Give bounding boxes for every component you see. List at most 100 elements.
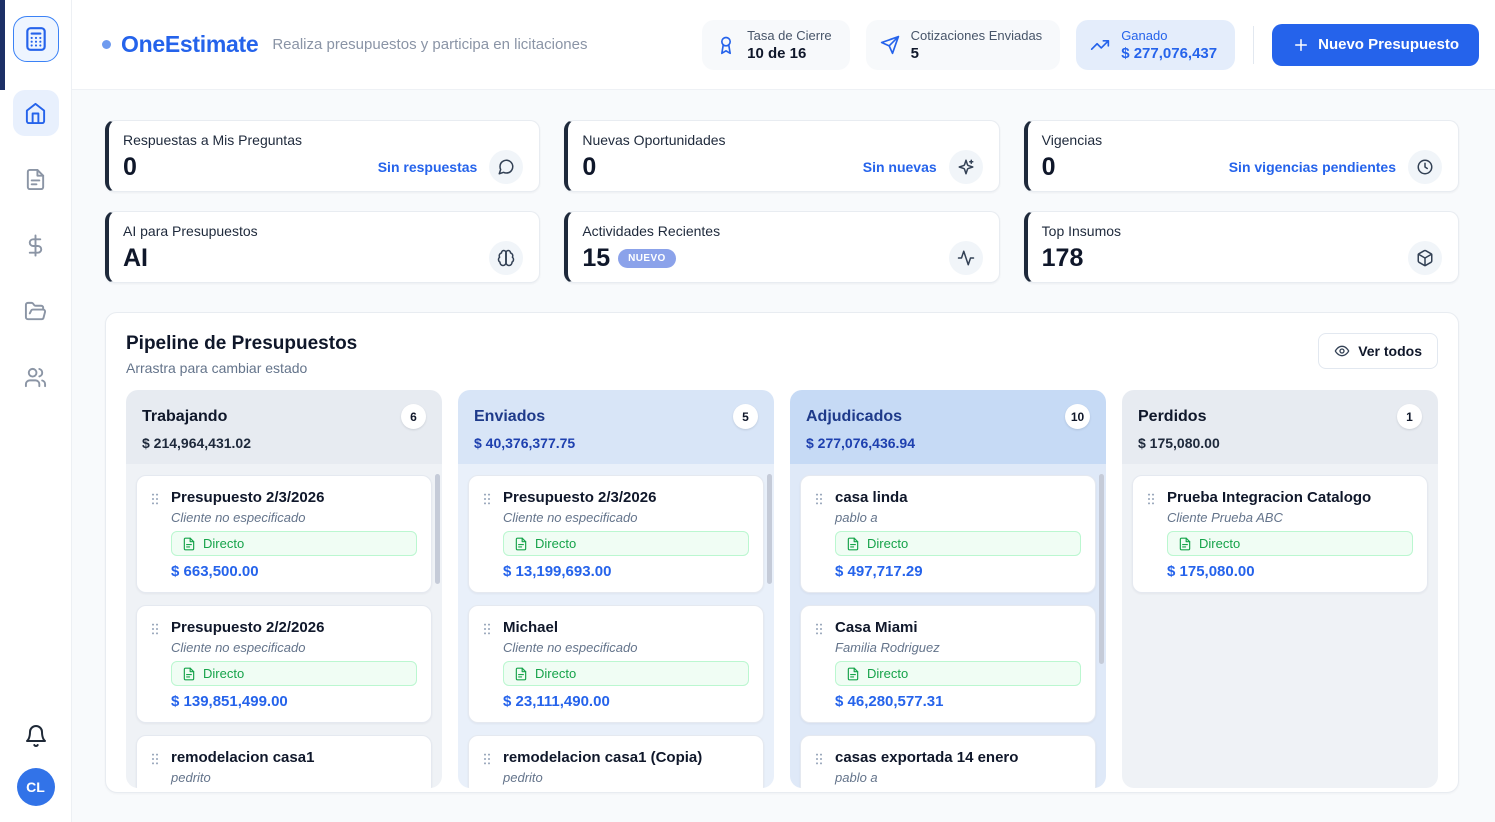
summary-link[interactable]: Sin vigencias pendientes: [1228, 159, 1396, 175]
card-client: pedrito: [171, 770, 211, 785]
avatar[interactable]: CL: [16, 768, 55, 806]
channel-label: Directo: [867, 666, 909, 681]
clock-icon: [1417, 159, 1433, 175]
card-amount: $ 175,080.00: [1167, 563, 1255, 580]
column-total: $ 175,080.00: [1138, 435, 1220, 451]
clock-button[interactable]: [1408, 150, 1442, 184]
sidebar-item-folder[interactable]: [13, 288, 59, 334]
grip-icon: [816, 493, 822, 505]
column-name: Trabajando: [142, 407, 228, 425]
card-amount: $ 663,500.00: [171, 563, 259, 580]
column-scrollbar[interactable]: [435, 474, 440, 584]
drag-handle[interactable]: [811, 751, 827, 788]
drag-handle[interactable]: [147, 491, 163, 580]
eye-icon: [1334, 343, 1350, 359]
card-amount: $ 13,199,693.00: [503, 563, 612, 580]
new-budget-button[interactable]: Nuevo Presupuesto: [1272, 23, 1479, 66]
drag-handle[interactable]: [479, 621, 495, 710]
column-scrollbar[interactable]: [767, 474, 772, 584]
drag-handle[interactable]: [147, 751, 163, 788]
app-logo[interactable]: [12, 16, 59, 62]
summary-link[interactable]: Sin nuevas: [862, 159, 937, 175]
card-client: pablo a: [835, 770, 878, 785]
pipeline-card[interactable]: Michael Cliente no especificado Directo $ 2…: [468, 605, 764, 723]
view-all-label: Ver todos: [1358, 343, 1422, 359]
pipeline-card[interactable]: Presupuesto 2/2/2026 Cliente no especific…: [136, 605, 432, 723]
summary-card: Respuestas a Mis Preguntas 0 Sin respuesta…: [105, 120, 541, 192]
card-title: Casa Miami: [835, 619, 918, 636]
pipeline-card[interactable]: Presupuesto 2/3/2026 Cliente no especific…: [468, 475, 764, 593]
pipeline-card[interactable]: Casa Miami Familia Rodriguez Directo $ 46,2…: [800, 605, 1096, 723]
chat-button[interactable]: [489, 150, 524, 184]
sidebar-item-home[interactable]: [12, 90, 59, 136]
sidebar-nav: [12, 90, 59, 400]
grip-icon: [152, 753, 158, 765]
column-body: Presupuesto 2/3/2026 Cliente no especific…: [126, 464, 442, 788]
drag-handle[interactable]: [811, 491, 827, 580]
pipeline-panel: Pipeline de Presupuestos Arrastra para c…: [105, 312, 1459, 793]
file-icon: [183, 667, 195, 680]
drag-handle[interactable]: [811, 621, 827, 710]
column-header: Perdidos 1 $ 175,080.00: [1122, 390, 1438, 464]
grip-icon: [484, 753, 490, 765]
channel-badge: Directo: [1167, 531, 1413, 556]
pipeline-card[interactable]: Prueba Integracion Catalogo Cliente Prueb…: [1132, 475, 1428, 593]
summary-grid: Respuestas a Mis Preguntas 0 Sin respuesta…: [105, 120, 1459, 283]
grip-icon: [152, 493, 158, 505]
column-count-badge: 1: [1397, 404, 1422, 429]
eye-icon: [1334, 345, 1350, 357]
card-amount: $ 139,851,499.00: [171, 693, 288, 710]
summary-card: Vigencias 0 Sin vigencias pendientes: [1023, 120, 1459, 192]
pipeline-card[interactable]: casas exportada 14 enero pablo a: [800, 735, 1096, 788]
summary-link[interactable]: Sin respuestas: [377, 159, 478, 175]
channel-label: Directo: [535, 536, 577, 551]
activity-button[interactable]: [948, 241, 983, 275]
plus-icon: [1295, 38, 1308, 51]
summary-value: 15: [582, 244, 611, 272]
drag-handle[interactable]: [479, 491, 495, 580]
sidebar-item-dollar[interactable]: [13, 222, 59, 268]
window-edge: [0, 0, 5, 90]
column-body: Presupuesto 2/3/2026 Cliente no especific…: [458, 464, 774, 788]
card-title: Michael: [503, 619, 559, 636]
sidebar-item-file[interactable]: [13, 156, 59, 202]
pipeline-card[interactable]: remodelacion casa1 pedrito: [136, 735, 432, 788]
header-stat-0: Tasa de Cierre 10 de 16: [702, 19, 850, 70]
sparkles-button[interactable]: [948, 150, 983, 184]
channel-label: Directo: [203, 536, 245, 551]
channel-badge: Directo: [503, 661, 749, 686]
drag-handle[interactable]: [1143, 491, 1159, 580]
send-icon: [880, 35, 899, 54]
summary-title: Top Insumos: [1041, 223, 1122, 239]
drag-handle[interactable]: [147, 621, 163, 710]
calculator-icon: [25, 27, 46, 51]
app-header: OneEstimate Realiza presupuestos y parti…: [72, 0, 1495, 90]
stat-value: $ 277,076,437: [1121, 44, 1218, 62]
notifications-button[interactable]: [24, 724, 48, 748]
chat-icon: [498, 159, 514, 175]
users-icon: [24, 367, 47, 387]
pipeline-card[interactable]: Presupuesto 2/3/2026 Cliente no especific…: [136, 475, 432, 593]
sparkles-icon: [958, 159, 974, 175]
drag-handle[interactable]: [479, 751, 495, 788]
sidebar-item-users[interactable]: [13, 354, 59, 400]
summary-card: Actividades Recientes 15 NUEVO: [564, 211, 1000, 283]
card-amount: $ 23,111,490.00: [503, 693, 610, 710]
file-icon: [847, 537, 859, 550]
card-client: pedrito: [503, 770, 543, 785]
brain-button[interactable]: [489, 241, 524, 275]
package-button[interactable]: [1408, 241, 1442, 275]
view-all-button[interactable]: Ver todos: [1318, 333, 1438, 369]
sidebar-bottom: CL: [16, 724, 55, 806]
channel-badge: Directo: [503, 531, 749, 556]
pipeline-card[interactable]: remodelacion casa1 (Copia) pedrito: [468, 735, 764, 788]
pipeline-card[interactable]: casa linda pablo a Directo $ 497,717.29: [800, 475, 1096, 593]
summary-card: Nuevas Oportunidades 0 Sin nuevas: [564, 120, 1000, 192]
header-stats: Tasa de Cierre 10 de 16 Cotizaciones Envia…: [702, 19, 1236, 70]
card-client: Cliente no especificado: [503, 510, 638, 525]
kanban-column-perdidos: Perdidos 1 $ 175,080.00 Prueba Integracion …: [1122, 390, 1438, 788]
card-title: remodelacion casa1 (Copia): [503, 749, 703, 766]
file-icon: [515, 667, 527, 680]
column-scrollbar[interactable]: [1099, 474, 1104, 664]
